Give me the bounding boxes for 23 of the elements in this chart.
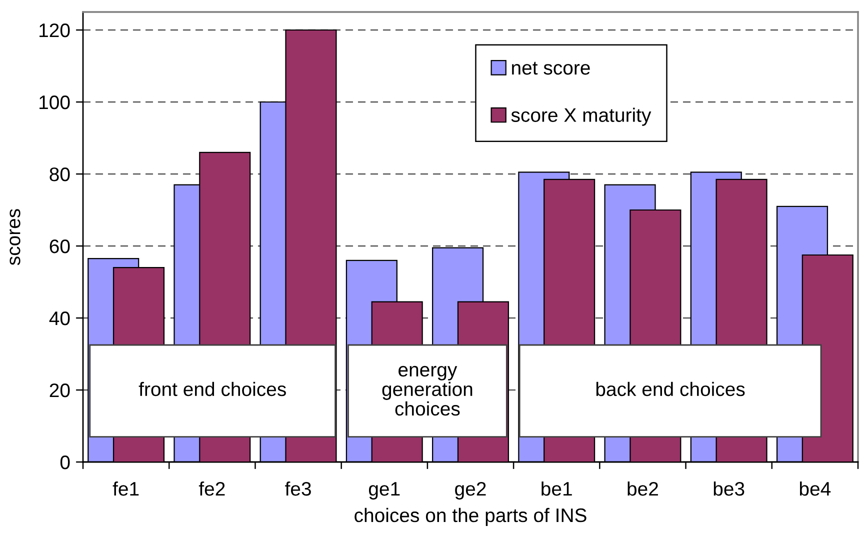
- x-tick-label: fe2: [198, 481, 225, 496]
- annotation: front end choices: [138, 382, 286, 396]
- x-tick-label: be3: [714, 481, 744, 496]
- legend-label: net score: [512, 62, 590, 75]
- legend-label: score X maturity: [511, 108, 652, 126]
- x-tick-label: fe1: [112, 481, 139, 496]
- y-tick-label: 100: [40, 95, 70, 110]
- y-tick-label: 120: [40, 23, 70, 38]
- annotation: energy generation choices: [382, 366, 472, 416]
- y-tick-label: 20: [50, 383, 70, 398]
- y-axis-title: scores: [10, 209, 20, 266]
- annotation: back end choices: [596, 382, 745, 396]
- x-tick-label: ge1: [368, 482, 400, 500]
- x-tick-label: be1: [542, 481, 572, 496]
- x-tick-label: be4: [800, 481, 831, 496]
- y-tick-label: 40: [49, 311, 70, 326]
- y-tick-label: 0: [60, 455, 70, 470]
- x-tick-label: ge2: [455, 482, 486, 500]
- y-tick-label: 80: [50, 167, 70, 182]
- x-axis-title: choices on the parts of INS: [354, 508, 586, 526]
- x-tick-label: be2: [628, 481, 658, 496]
- y-tick-label: 60: [50, 239, 70, 254]
- x-tick-label: fe3: [285, 481, 311, 496]
